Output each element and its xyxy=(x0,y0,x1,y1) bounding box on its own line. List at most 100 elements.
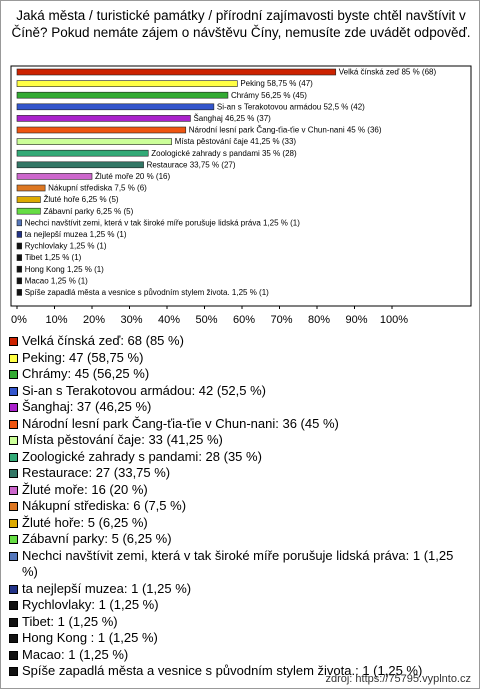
legend-label: Tibet: 1 (1,25 %) xyxy=(22,613,118,629)
bar xyxy=(16,103,215,111)
legend-swatch xyxy=(9,337,18,346)
legend-item: Nechci navštívit zemi, která v tak širok… xyxy=(9,548,469,581)
legend-swatch xyxy=(9,518,18,528)
bar xyxy=(16,196,41,203)
bar xyxy=(16,277,22,285)
legend-swatch xyxy=(9,634,18,643)
legend-label: Zoologické zahrady s pandami: 28 (35 %) xyxy=(22,448,262,464)
bar xyxy=(16,138,172,145)
legend-label: Restaurace: 27 (33,75 %) xyxy=(22,465,171,480)
bar-label: Peking 58,75 % (47) xyxy=(240,79,313,88)
x-tick-label: 20% xyxy=(83,314,105,326)
legend-label: ta nejlepší muzea: 1 (1,25 %) xyxy=(22,580,192,596)
legend-label: Šanghaj: 37 (46,25 %) xyxy=(22,399,152,414)
source: zdroj: https://75795.vyplnto.cz xyxy=(325,673,471,685)
bar-label: Zábavní parky 6,25 % (5) xyxy=(43,207,133,216)
legend-item: Zoologické zahrady s pandami: 28 (35 %) xyxy=(9,449,469,466)
legend-label: Žluté hoře: 5 (6,25 %) xyxy=(22,514,148,530)
legend-swatch xyxy=(9,650,18,660)
legend-item: Zábavní parky: 5 (6,25 %) xyxy=(9,531,469,548)
bar xyxy=(16,207,41,215)
bar-label: ta nejlepší muzea 1,25 % (1) xyxy=(25,230,127,239)
bar-label: Národní lesní park Čang-ťia-ťie v Chun-n… xyxy=(189,126,382,135)
legend-item: Restaurace: 27 (33,75 %) xyxy=(9,465,469,482)
x-tick-label: 60% xyxy=(233,314,255,326)
bar xyxy=(16,80,238,87)
legend-item: ta nejlepší muzea: 1 (1,25 %) xyxy=(9,581,469,598)
legend: Velká čínská zeď: 68 (85 %) Peking: 47 (5… xyxy=(9,333,469,680)
bar-label: Rychlovlaky 1,25 % (1) xyxy=(25,242,107,251)
bar xyxy=(16,126,187,134)
legend-item: Velká čínská zeď: 68 (85 %) xyxy=(9,333,469,350)
legend-swatch xyxy=(9,469,18,478)
bar-label: Žluté hoře 6,25 % (5) xyxy=(43,195,118,204)
legend-swatch xyxy=(9,436,18,445)
x-tick-label: 70% xyxy=(270,314,292,326)
legend-item: Národní lesní park Čang-ťia-ťie v Chun-n… xyxy=(9,416,469,433)
legend-label: Hong Kong : 1 (1,25 %) xyxy=(22,630,158,645)
legend-swatch xyxy=(9,370,18,379)
bar-label: Tibet 1,25 % (1) xyxy=(25,253,82,262)
bar-label: Hong Kong 1,25 % (1) xyxy=(25,265,104,274)
legend-item: Tibet: 1 (1,25 %) xyxy=(9,614,469,631)
legend-swatch xyxy=(9,386,18,396)
bar xyxy=(16,91,229,99)
legend-swatch xyxy=(9,419,18,429)
legend-item: Peking: 47 (58,75 %) xyxy=(9,350,469,367)
x-tick-label: 90% xyxy=(345,314,367,326)
bar xyxy=(16,161,144,169)
x-tick-label: 0% xyxy=(11,314,27,326)
legend-swatch xyxy=(9,617,18,627)
bar-label: Chrámy 56,25 % (45) xyxy=(231,91,307,100)
legend-label: Nákupní střediska: 6 (7,5 %) xyxy=(22,498,187,513)
legend-label: Rychlovlaky: 1 (1,25 %) xyxy=(22,597,159,612)
bar xyxy=(16,265,22,273)
bar xyxy=(16,231,22,238)
legend-item: Chrámy: 45 (56,25 %) xyxy=(9,366,469,383)
bar xyxy=(16,254,22,261)
legend-label: Místa pěstování čaje: 33 (41,25 %) xyxy=(22,432,223,447)
bar-label: Nákupní střediska 7,5 % (6) xyxy=(48,184,147,193)
bar xyxy=(16,242,22,250)
x-tick-label: 10% xyxy=(45,314,67,326)
bar xyxy=(16,115,191,122)
x-tick-label: 100% xyxy=(380,314,408,326)
chart: 0% 10% 20% 30% 40% 50% 60% 70% 80% 90% 100% Velká č… xyxy=(10,65,472,326)
legend-label: Si-an s Terakotovou armádou: 42 (52,5 %) xyxy=(22,382,267,398)
legend-label: Žluté moře: 16 (20 %) xyxy=(22,481,148,497)
legend-swatch xyxy=(9,584,18,594)
legend-swatch xyxy=(9,485,18,495)
legend-swatch xyxy=(9,551,18,561)
x-tick-label: 40% xyxy=(158,314,180,326)
bar xyxy=(16,173,93,180)
legend-swatch xyxy=(9,452,18,462)
bar-label: Restaurace 33,75 % (27) xyxy=(147,160,236,169)
legend-item: Nákupní střediska: 6 (7,5 %) xyxy=(9,498,469,515)
bar-label: Spíše zapadlá města a vesnice s původním… xyxy=(25,288,269,297)
legend-swatch xyxy=(9,601,18,610)
legend-item: Rychlovlaky: 1 (1,25 %) xyxy=(9,597,469,614)
bar xyxy=(16,219,22,227)
bar-label: Žluté moře 20 % (16) xyxy=(95,172,170,181)
bar xyxy=(16,68,337,76)
legend-item: Hong Kong : 1 (1,25 %) xyxy=(9,630,469,647)
bar xyxy=(16,184,46,192)
x-tick-label: 80% xyxy=(308,314,330,326)
legend-label: Peking: 47 (58,75 %) xyxy=(22,349,144,365)
x-tick-label: 30% xyxy=(120,314,142,326)
legend-swatch xyxy=(9,535,18,544)
legend-item: Žluté hoře: 5 (6,25 %) xyxy=(9,515,469,532)
legend-item: Místa pěstování čaje: 33 (41,25 %) xyxy=(9,432,469,449)
legend-item: Žluté moře: 16 (20 %) xyxy=(9,482,469,499)
bar-label: Nechci navštívit zemi, která v tak širok… xyxy=(25,218,301,227)
legend-swatch xyxy=(9,403,18,412)
legend-label: Zábavní parky: 5 (6,25 %) xyxy=(22,531,172,546)
legend-label: Národní lesní park Čang-ťia-ťie v Chun-n… xyxy=(22,415,339,431)
legend-swatch xyxy=(9,502,18,511)
legend-swatch xyxy=(9,667,18,676)
legend-item: Si-an s Terakotovou armádou: 42 (52,5 %) xyxy=(9,383,469,400)
bar-label: Macao 1,25 % (1) xyxy=(25,276,88,285)
bar-label: Si-an s Terakotovou armádou 52,5 % (42) xyxy=(217,102,365,111)
legend-label: Chrámy: 45 (56,25 %) xyxy=(22,366,150,381)
